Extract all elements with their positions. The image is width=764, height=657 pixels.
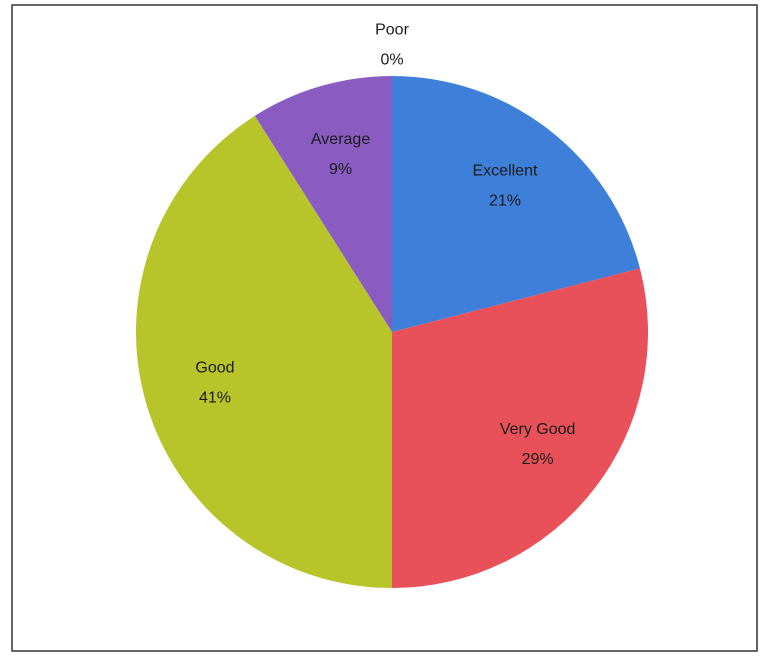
slice-label: Poor (375, 21, 409, 38)
slice-value-label: 21% (489, 193, 521, 210)
slice-value-label: 29% (522, 451, 554, 468)
slice-value-label: 9% (329, 161, 352, 178)
pie (136, 76, 648, 588)
pie-slice (392, 268, 648, 588)
slice-value-label: 0% (380, 51, 403, 68)
slice-label: Excellent (473, 163, 538, 180)
slice-label: Good (195, 360, 234, 377)
slice-label: Average (311, 131, 370, 148)
slice-label: Very Good (500, 421, 576, 438)
pie-slice (392, 76, 640, 332)
labels: Excellent 21% Very Good 29% Good 41% Average 9%… (195, 21, 575, 468)
pie-slice (136, 115, 392, 588)
pie-slice (254, 76, 392, 332)
slice-value-label: 41% (199, 390, 231, 407)
